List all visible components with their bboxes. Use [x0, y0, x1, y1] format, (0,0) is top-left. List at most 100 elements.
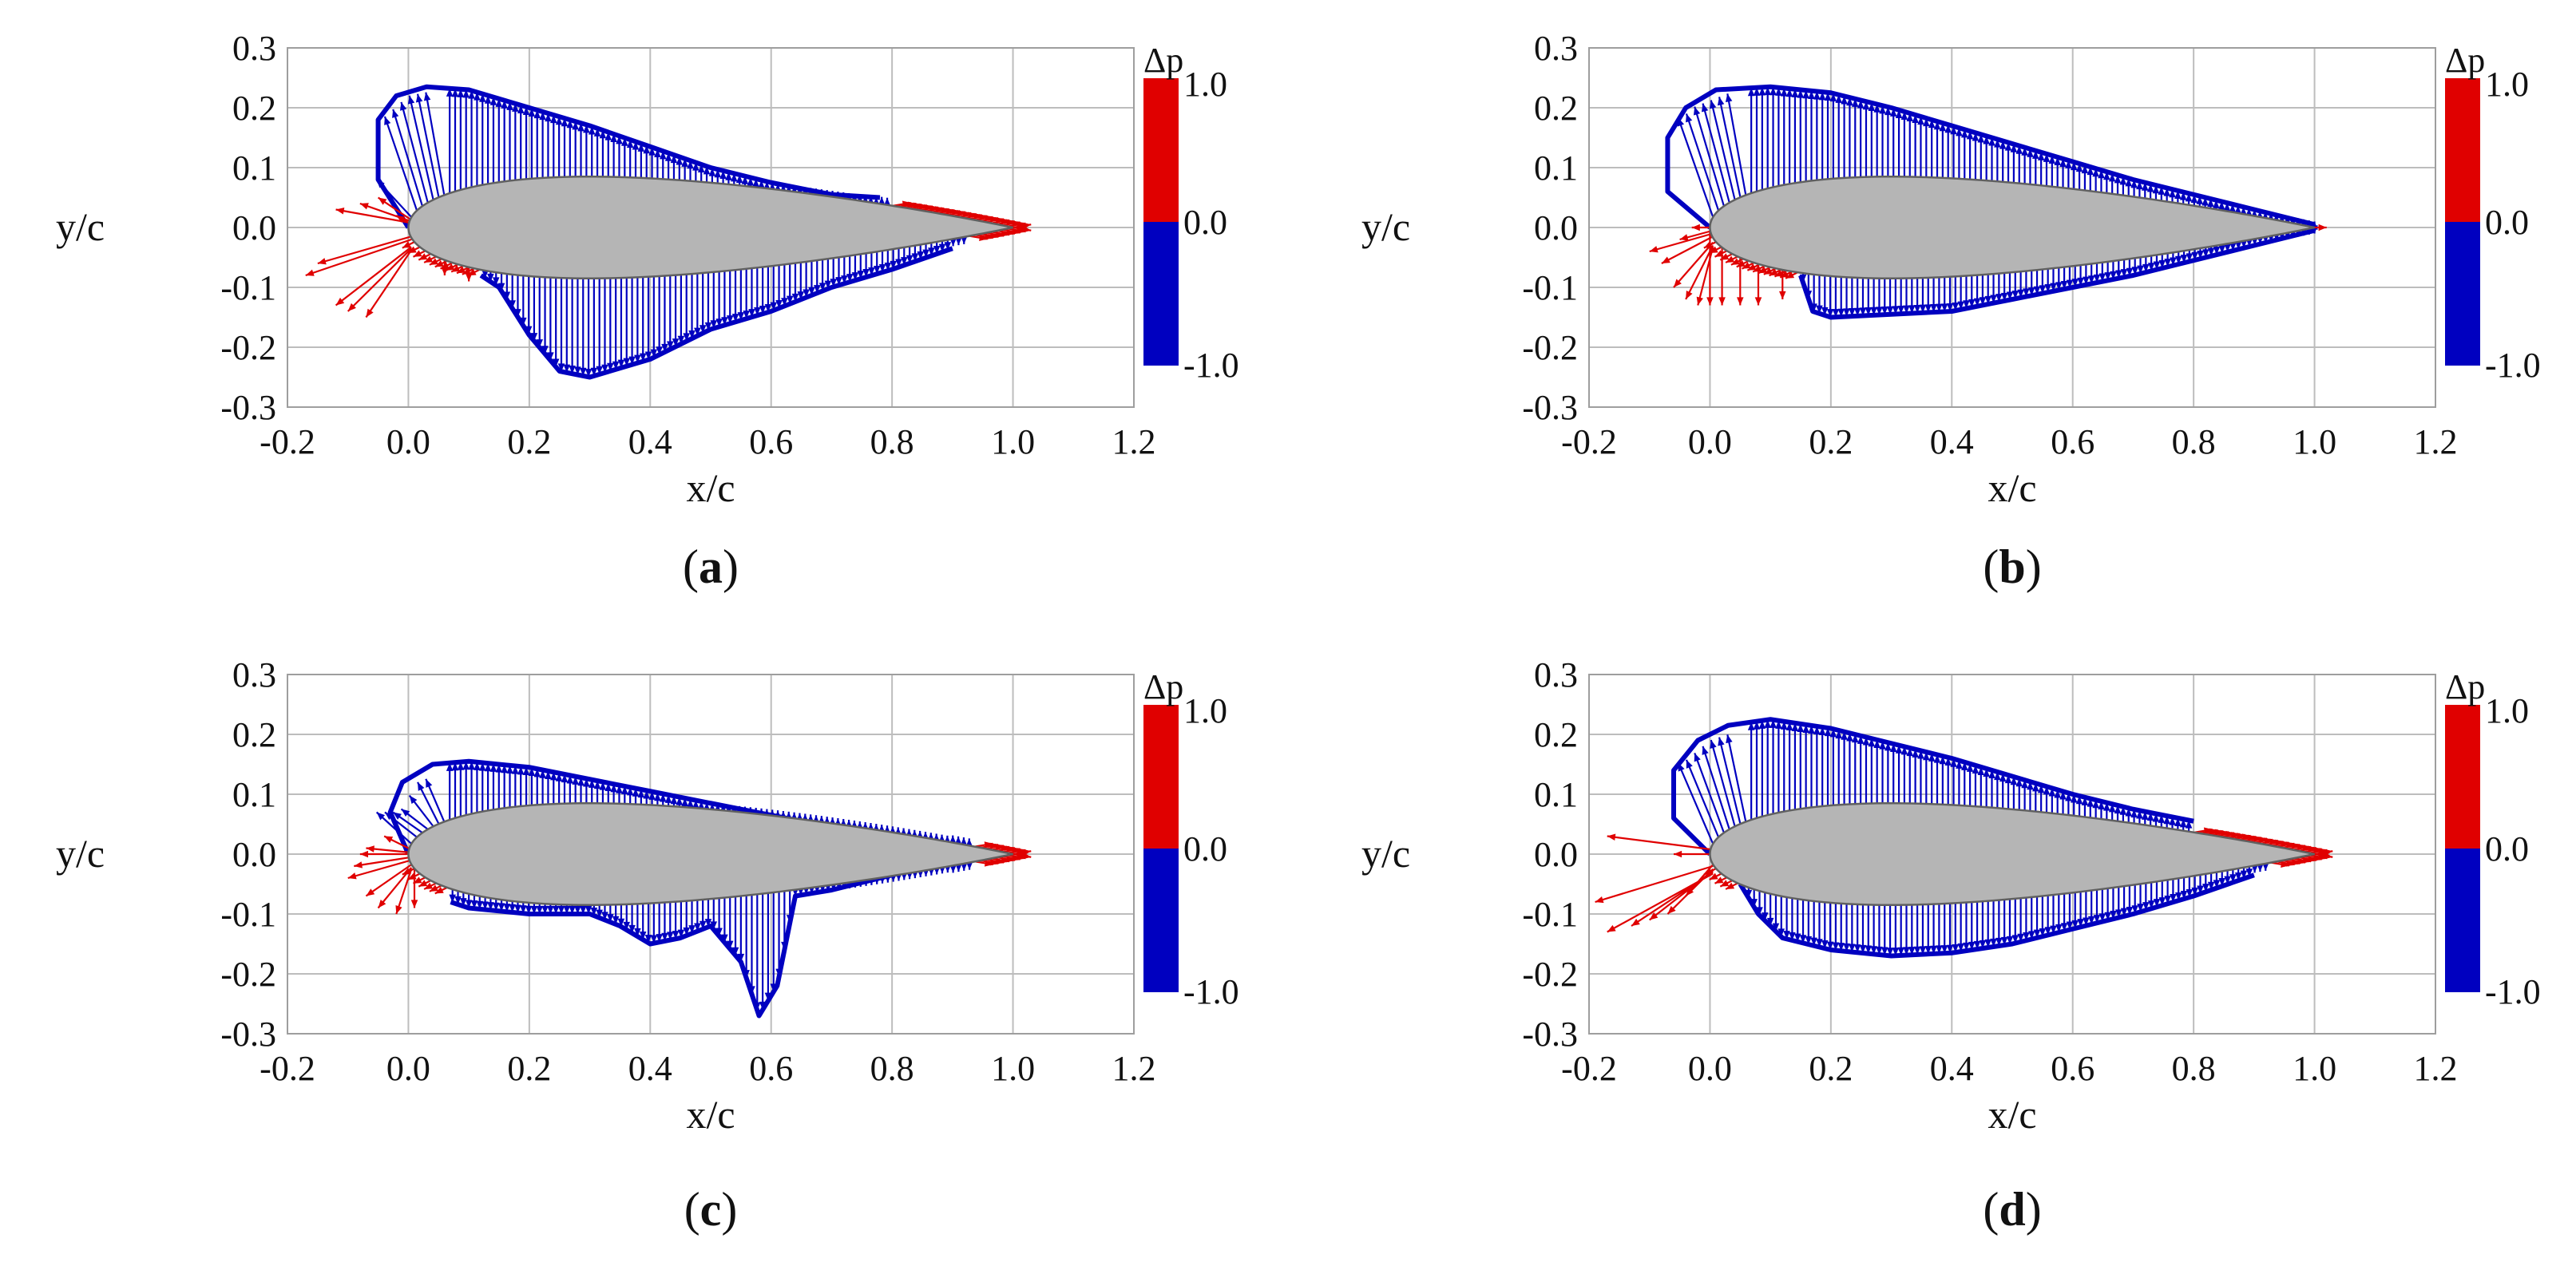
pressure-vector-positive-head: [1679, 234, 1689, 241]
pressure-vector-negative-head: [2126, 906, 2134, 916]
y-tick-label: 0.1: [1534, 775, 1578, 814]
pressure-vector-negative-head: [938, 243, 946, 252]
pressure-vector-negative-head: [2197, 251, 2204, 259]
pressure-vector-positive-head: [1631, 918, 1640, 926]
pressure-vector-negative-head: [457, 89, 465, 97]
pressure-vector-negative-head: [2245, 868, 2253, 877]
colorbar-min-label: -1.0: [2485, 346, 2541, 385]
pressure-vector-negative-head: [1930, 945, 1937, 954]
pressure-vector-negative-head: [2158, 186, 2166, 195]
pressure-vector-negative-head: [1826, 309, 1834, 318]
colorbar-max-label: 1.0: [2485, 65, 2529, 104]
pressure-vector-negative-head: [2207, 247, 2215, 256]
pressure-vector-negative-head: [2130, 180, 2138, 188]
y-tick-label: -0.2: [220, 328, 276, 367]
colorbar: Δp1.0 0.0 -1.0: [1143, 667, 1239, 1011]
pressure-vector-positive: [335, 246, 412, 307]
pressure-vector-negative-head: [1791, 89, 1799, 97]
pressure-vector-negative-head: [808, 287, 815, 295]
pressure-vector-positive-head: [347, 872, 357, 880]
pressure-vector-negative-head: [1780, 88, 1788, 97]
pressure-vector-negative-head: [1725, 93, 1733, 103]
pressure-vector-negative-head: [1824, 92, 1832, 101]
pressure-vector-negative-head: [830, 279, 837, 287]
colorbar: Δp1.0 0.0 -1.0: [1143, 41, 1239, 385]
pressure-vector-negative-head: [754, 307, 761, 316]
lower-suction-envelope: [479, 246, 953, 380]
colorbar-mid-label: 0.0: [1183, 829, 1227, 868]
pressure-vector-negative-head: [2093, 915, 2101, 924]
colorbar-positive-band: [1143, 705, 1179, 849]
pressure-vector-positive-head: [354, 861, 363, 868]
pressure-vector-negative-head: [818, 283, 826, 291]
pressure-vector-negative-head: [1994, 771, 2001, 781]
pressure-vector-negative-head: [514, 904, 521, 913]
pressure-vector-negative-head: [1919, 304, 1927, 313]
pressure-vector-negative-head: [1933, 121, 1941, 130]
pressure-vector-negative-head: [1973, 298, 1981, 307]
pressure-vector-negative-head: [596, 366, 603, 374]
pressure-vector-negative-head: [710, 921, 718, 930]
pressure-vector-negative-head: [1709, 100, 1717, 109]
x-tick-label: -0.2: [260, 422, 315, 461]
pressure-vector-negative-head: [1968, 941, 1976, 951]
lower-suction-envelope: [1798, 227, 2316, 320]
pressure-vector-negative-head: [2142, 263, 2150, 273]
pressure-vector-negative-head: [1808, 725, 1815, 734]
pressure-vector-negative-head: [2048, 155, 2056, 164]
pressure-vector-negative-head: [1686, 113, 1693, 123]
colorbar-min-label: -1.0: [1183, 346, 1239, 385]
pressure-vector-negative-head: [569, 366, 576, 374]
pressure-vector-negative-head: [2059, 158, 2067, 168]
caption-open-paren: (: [683, 540, 699, 593]
x-axis-label: x/c: [686, 465, 735, 510]
pressure-vector-negative-head: [2224, 876, 2231, 884]
pressure-vector-negative-head: [2066, 279, 2074, 288]
pressure-vector-negative-head: [2015, 145, 2023, 154]
pressure-vector-negative-head: [2087, 167, 2094, 176]
pressure-vector-negative-head: [1849, 308, 1856, 317]
pressure-vector-negative-head: [2218, 878, 2226, 887]
pressure-vector-positive-head: [1017, 850, 1025, 858]
pressure-vector-negative-head: [2120, 908, 2128, 916]
pressure-vector-negative-head: [552, 905, 560, 914]
pressure-vector-negative-head: [2174, 255, 2182, 264]
pressure-vector-negative-head: [487, 902, 494, 911]
pressure-vector-negative-head: [621, 785, 628, 795]
pressure-vector-negative-head: [944, 242, 952, 251]
pressure-vector-positive-head: [335, 297, 345, 306]
pressure-vector-negative-head: [1979, 940, 1987, 949]
pressure-vector-negative-head: [2054, 156, 2061, 165]
colorbar-negative-band: [2445, 849, 2480, 992]
pressure-vector-negative-head: [2039, 285, 2047, 294]
pressure-vector-negative-head: [1876, 946, 1883, 955]
pressure-vector-negative-head: [530, 333, 538, 342]
pressure-vector-negative-head: [601, 364, 608, 373]
pressure-vector-negative-head: [748, 309, 755, 318]
pressure-vector-negative-head: [1726, 734, 1733, 744]
pressure-vector-negative-head: [1758, 87, 1766, 96]
pressure-vector-negative-head: [1832, 942, 1840, 951]
pressure-vector-positive-head: [1674, 850, 1682, 858]
pressure-vector-negative-head: [2021, 147, 2028, 156]
pressure-vector-negative-head: [2180, 255, 2188, 263]
y-tick-label: -0.1: [1522, 895, 1578, 934]
pressure-vector-negative-head: [1917, 750, 1924, 759]
x-tick-label: 1.2: [1112, 422, 1156, 461]
pressure-vector-negative-head: [2114, 175, 2122, 184]
pressure-vector-positive-head: [465, 273, 473, 282]
pressure-vector-negative-head: [1906, 113, 1914, 122]
pressure-vector-negative-head: [2218, 245, 2226, 254]
pressure-vector-negative-head: [585, 905, 592, 914]
pressure-vector-negative-head: [797, 291, 805, 300]
pressure-vector-negative-head: [1693, 106, 1701, 116]
pressure-vector-positive-head: [1017, 224, 1025, 231]
pressure-vector-negative-head: [1826, 941, 1834, 950]
pressure-vector-negative-head: [1923, 117, 1930, 127]
pressure-vector-negative-head: [451, 762, 459, 771]
pressure-vector-negative-head: [2196, 196, 2204, 204]
y-tick-label: -0.1: [220, 268, 276, 307]
pressure-vector-negative-head: [2054, 789, 2061, 798]
pressure-vector-negative-head: [704, 919, 712, 928]
x-tick-label: 1.2: [2414, 1049, 2458, 1088]
